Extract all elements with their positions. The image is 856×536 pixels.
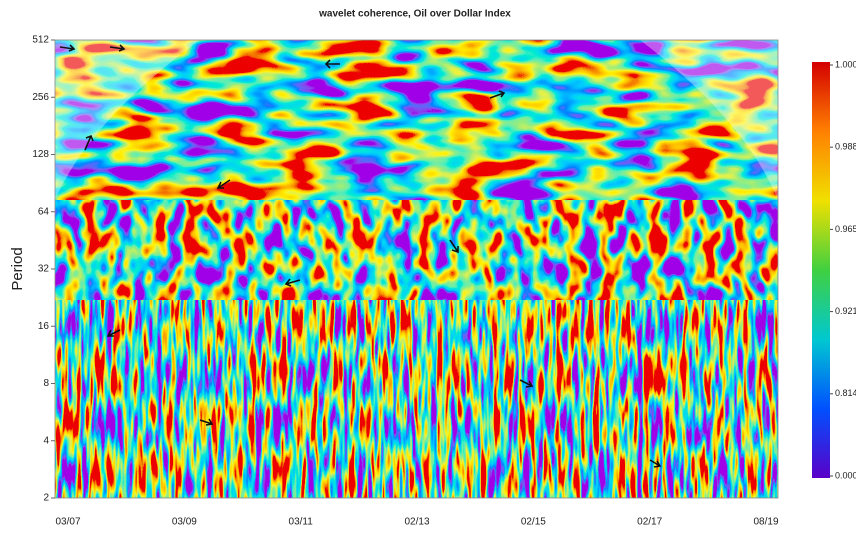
heatmap-texture [55,40,778,210]
y-tick-label: 8 [43,378,49,389]
x-tick-label: 02/13 [404,517,429,528]
cone-of-influence [55,40,778,200]
colorbar-tick-label: 0.000 [835,470,856,480]
y-tick-label: 32 [38,264,50,275]
y-tick-label: 16 [38,321,50,332]
phase-arrows [59,44,662,468]
x-tick-label: 03/11 [289,517,314,528]
colorbar-tick-label: 0.814 [835,388,856,398]
y-axis-label: Period [9,247,26,290]
y-tick-label: 4 [43,435,49,446]
colorbar-tick-label: 0.988 [835,142,856,152]
heatmap [55,40,778,498]
colorbar-tick-label: 1.000 [835,59,856,69]
x-tick-label: 08/19 [753,517,778,528]
y-tick-label: 512 [32,35,49,46]
x-tick-label: 02/15 [521,517,546,528]
heatmap-texture [55,200,778,310]
y-tick-label: 2 [43,493,49,504]
y-tick-label: 64 [38,206,50,217]
colorbar [812,62,830,478]
x-tick-label: 03/07 [55,517,80,528]
colorbar-tick-label: 0.965 [835,224,856,234]
x-tick-label: 03/09 [172,517,197,528]
y-tick-label: 256 [32,92,49,103]
heatmap-texture [55,300,778,498]
colorbar-tick-label: 0.921 [835,306,856,316]
chart-title: wavelet coherence, Oil over Dollar Index [318,9,511,20]
y-tick-label: 128 [32,149,49,160]
x-tick-label: 02/17 [637,517,662,528]
